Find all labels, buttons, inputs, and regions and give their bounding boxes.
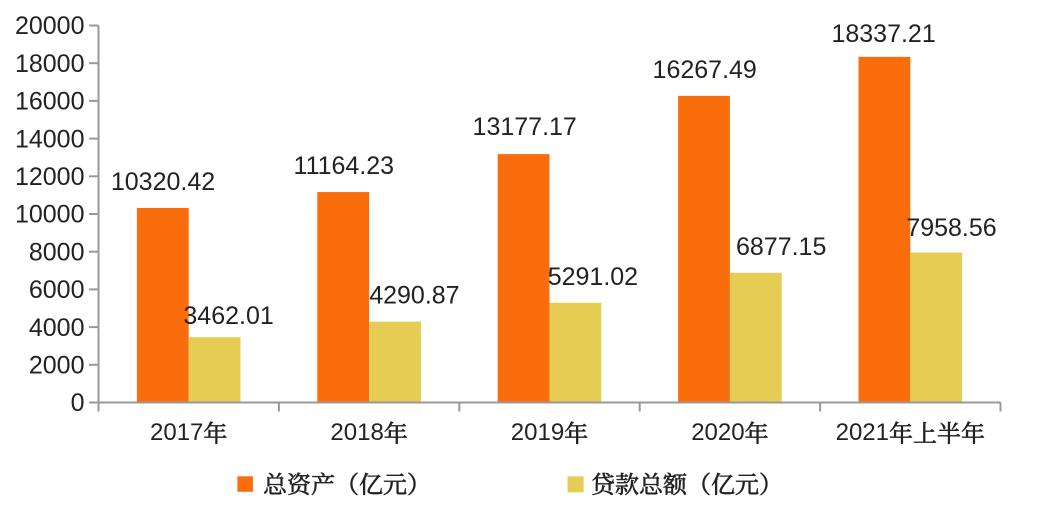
svg-text:6000: 6000 [29, 276, 85, 304]
svg-text:2020: 2020 [691, 419, 744, 446]
svg-text:0: 0 [71, 389, 85, 417]
svg-text:6877.15: 6877.15 [736, 233, 826, 261]
svg-text:2017: 2017 [150, 419, 203, 446]
svg-text:12000: 12000 [15, 163, 85, 191]
svg-text:7958.56: 7958.56 [906, 214, 996, 242]
svg-text:5291.02: 5291.02 [548, 263, 638, 291]
svg-text:18337.21: 18337.21 [831, 20, 935, 48]
svg-text:10320.42: 10320.42 [111, 168, 215, 196]
svg-text:10000: 10000 [15, 201, 85, 229]
svg-text:2019: 2019 [511, 419, 564, 446]
svg-text:11164.23: 11164.23 [294, 152, 395, 180]
svg-text:13177.17: 13177.17 [473, 113, 577, 141]
svg-text:2018: 2018 [330, 419, 383, 446]
svg-text:2000: 2000 [29, 352, 85, 380]
svg-text:16267.49: 16267.49 [653, 56, 757, 84]
svg-text:20000: 20000 [15, 12, 85, 40]
svg-text:3462.01: 3462.01 [183, 302, 273, 330]
svg-text:8000: 8000 [29, 238, 85, 266]
svg-text:18000: 18000 [15, 50, 85, 78]
svg-text:4000: 4000 [29, 314, 85, 342]
svg-text:4290.87: 4290.87 [369, 282, 459, 310]
svg-text:2021: 2021 [836, 419, 889, 446]
svg-text:16000: 16000 [15, 88, 85, 116]
svg-text:14000: 14000 [15, 125, 85, 153]
